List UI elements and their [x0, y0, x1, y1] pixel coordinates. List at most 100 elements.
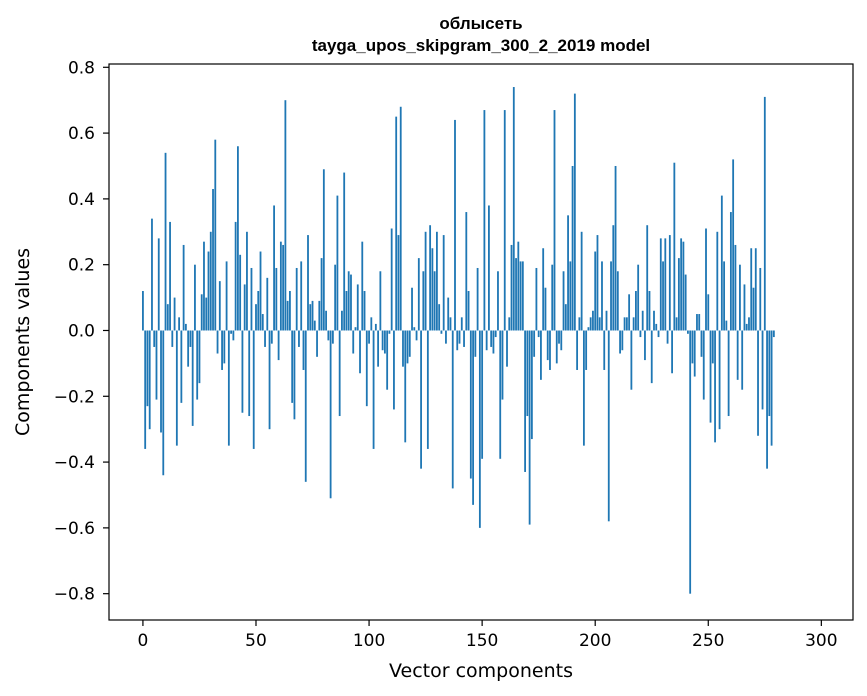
- bar-69: [298, 330, 300, 347]
- bar-151: [483, 110, 486, 331]
- bar-115: [402, 330, 404, 367]
- bar-87: [338, 330, 341, 417]
- bar-101: [370, 317, 373, 331]
- bar-279: [772, 330, 775, 338]
- bar-36: [223, 330, 226, 364]
- bar-211: [619, 330, 621, 354]
- bar-253: [714, 330, 716, 443]
- bar-196: [585, 330, 588, 370]
- bar-51: [257, 291, 260, 331]
- bar-44: [241, 330, 244, 413]
- bar-135: [447, 297, 450, 331]
- bar-171: [528, 330, 531, 525]
- bar-251: [709, 330, 712, 423]
- bar-178: [544, 287, 547, 331]
- bar-59: [275, 267, 278, 331]
- bar-52: [259, 251, 262, 331]
- bar-17: [180, 330, 183, 403]
- bar-231: [664, 238, 667, 331]
- bar-264: [739, 264, 741, 331]
- bar-5: [153, 330, 156, 347]
- bar-191: [573, 93, 576, 331]
- bar-245: [696, 314, 698, 331]
- bar-95: [356, 284, 359, 331]
- bar-12: [169, 221, 171, 331]
- bar-194: [580, 231, 583, 331]
- bar-119: [411, 287, 413, 331]
- bar-157: [497, 271, 499, 331]
- bar-220: [639, 330, 642, 338]
- bar-134: [445, 330, 447, 344]
- bar-41: [234, 221, 237, 331]
- bar-121: [415, 330, 418, 341]
- bar-159: [501, 330, 504, 400]
- bar-31: [212, 189, 214, 331]
- bar-145: [469, 330, 472, 479]
- bar-164: [512, 87, 515, 331]
- bar-276: [766, 330, 768, 469]
- bar-23: [194, 264, 196, 331]
- bar-166: [517, 241, 520, 331]
- x-tick-label: 300: [805, 631, 837, 651]
- y-tick-label: 0.0: [68, 321, 95, 341]
- y-tick-label: −0.4: [54, 453, 95, 473]
- bar-179: [546, 330, 549, 361]
- bar-20: [187, 330, 190, 367]
- bar-273: [759, 267, 762, 331]
- x-axis-ticks: 0 50 100 150 200 250 300: [138, 620, 838, 651]
- bar-16: [178, 317, 181, 331]
- bar-240: [684, 274, 687, 331]
- bar-256: [720, 195, 723, 331]
- bar-208: [612, 225, 615, 331]
- bar-177: [542, 248, 545, 331]
- bar-50: [255, 304, 257, 331]
- bar-198: [589, 317, 592, 331]
- bar-175: [537, 330, 540, 338]
- x-tick-label: 150: [466, 631, 498, 651]
- bar-1: [144, 330, 147, 449]
- bar-19: [184, 323, 187, 331]
- bar-217: [632, 317, 635, 331]
- bar-40: [232, 330, 235, 341]
- bar-190: [571, 165, 574, 331]
- bar-123: [420, 330, 422, 469]
- y-tick-label: 0.4: [68, 190, 95, 210]
- bar-21: [189, 330, 192, 347]
- bar-260: [729, 212, 732, 331]
- bar-114: [399, 106, 402, 331]
- bar-80: [322, 169, 325, 331]
- chart-title: облысеть: [439, 14, 522, 33]
- bar-257: [723, 261, 726, 331]
- bar-207: [610, 261, 612, 331]
- bar-184: [558, 330, 560, 344]
- bar-214: [625, 317, 628, 331]
- bar-6: [155, 330, 158, 400]
- bar-218: [635, 291, 637, 331]
- bar-109: [388, 330, 391, 334]
- bar-237: [677, 258, 680, 331]
- bar-86: [336, 195, 339, 331]
- bar-242: [689, 330, 692, 594]
- bar-221: [641, 310, 644, 331]
- bar-215: [628, 294, 631, 331]
- bar-176: [540, 330, 542, 380]
- bar-148: [476, 267, 479, 331]
- bar-93: [352, 330, 355, 354]
- bar-104: [377, 330, 380, 367]
- bar-113: [397, 235, 400, 331]
- bar-213: [623, 317, 626, 331]
- bar-181: [551, 264, 554, 331]
- bar-216: [630, 330, 633, 390]
- bar-112: [395, 116, 398, 331]
- bar-32: [214, 139, 217, 331]
- bar-124: [422, 271, 425, 331]
- bar-200: [594, 251, 597, 331]
- bar-18: [182, 244, 185, 331]
- bar-199: [592, 310, 594, 331]
- bar-212: [621, 330, 624, 351]
- bar-89: [343, 172, 346, 331]
- bar-129: [433, 271, 436, 331]
- bar-255: [718, 330, 721, 430]
- bar-105: [379, 271, 382, 331]
- bar-173: [533, 330, 536, 357]
